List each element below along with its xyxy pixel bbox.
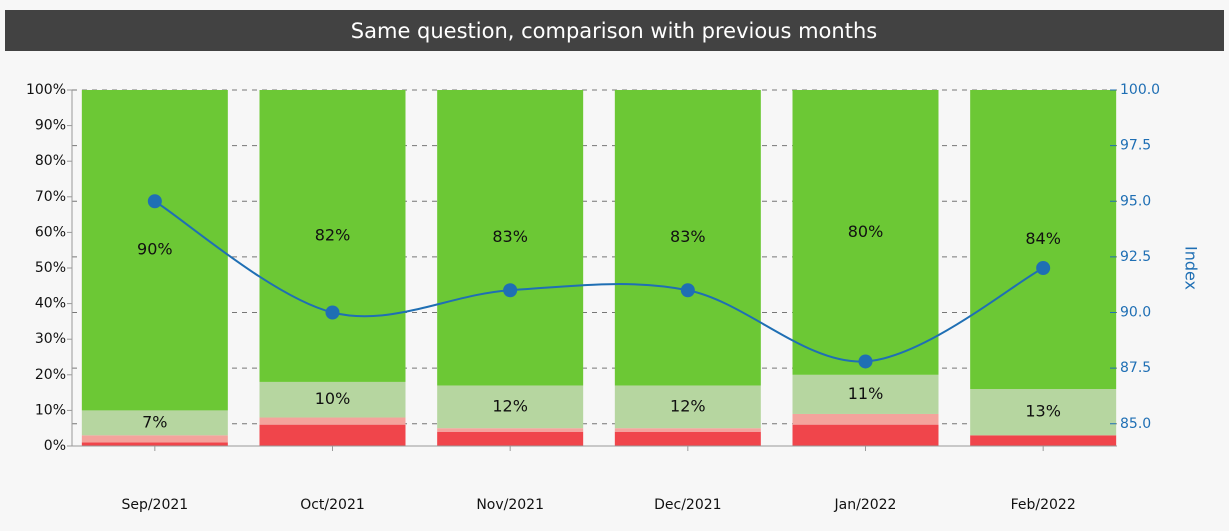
index-line bbox=[154, 200, 1044, 363]
bar-segment bbox=[259, 90, 406, 382]
bar-segment bbox=[81, 410, 228, 436]
y-tick-label: 70% bbox=[35, 189, 66, 205]
bar-segment bbox=[259, 417, 406, 425]
y-tick-label: 60% bbox=[35, 224, 66, 240]
y-tick-label: 20% bbox=[35, 367, 66, 383]
index-marker bbox=[680, 283, 695, 298]
y-tick-label: 30% bbox=[35, 331, 66, 347]
bar-segment bbox=[614, 428, 761, 432]
bar-segment bbox=[970, 435, 1117, 446]
y2-tick-label: 85.0 bbox=[1120, 416, 1151, 432]
y-tick-label: 40% bbox=[35, 296, 66, 312]
x-tick-label: Feb/2022 bbox=[1011, 497, 1076, 513]
y2-tick-label: 87.5 bbox=[1120, 360, 1151, 376]
bar-segment bbox=[792, 374, 939, 414]
x-tick-label: Nov/2021 bbox=[476, 497, 544, 513]
data-label: 90% bbox=[137, 240, 173, 259]
index-marker bbox=[858, 354, 873, 369]
data-label: 80% bbox=[848, 222, 884, 241]
bar-segment bbox=[81, 435, 228, 443]
bar-segment bbox=[259, 424, 406, 446]
y-tick-label: 100% bbox=[26, 82, 66, 98]
bar-segment bbox=[792, 90, 939, 375]
y2-tick-label: 95.0 bbox=[1120, 193, 1151, 209]
x-tick-label: Oct/2021 bbox=[300, 497, 365, 513]
y2-tick-label: 100.0 bbox=[1120, 82, 1160, 98]
data-label: 10% bbox=[315, 389, 351, 408]
bar-segment bbox=[437, 428, 584, 432]
bar-segment bbox=[437, 431, 584, 446]
x-tick-label: Jan/2022 bbox=[834, 497, 897, 513]
data-label: 82% bbox=[315, 225, 351, 244]
title-bar bbox=[5, 10, 1224, 51]
index-marker bbox=[325, 305, 340, 320]
bar-segment bbox=[437, 385, 584, 429]
y-tick-label: 50% bbox=[35, 260, 66, 276]
bar-segment bbox=[259, 381, 406, 418]
bar-segment bbox=[970, 90, 1117, 390]
bar-segment bbox=[792, 424, 939, 446]
data-label: 83% bbox=[492, 227, 528, 246]
y2-axis-label: Index bbox=[1182, 246, 1201, 290]
bar-segment bbox=[614, 431, 761, 446]
chart-title: Same question, comparison with previous … bbox=[351, 19, 877, 43]
index-marker bbox=[147, 194, 162, 209]
bar-segment bbox=[81, 90, 228, 411]
bar-segment bbox=[970, 389, 1117, 436]
index-marker bbox=[503, 283, 518, 298]
bar-segment bbox=[81, 442, 228, 446]
data-label: 12% bbox=[492, 396, 528, 415]
data-label: 84% bbox=[1025, 229, 1061, 248]
y-tick-label: 90% bbox=[35, 118, 66, 134]
x-tick-label: Dec/2021 bbox=[654, 497, 721, 513]
y2-tick-label: 92.5 bbox=[1120, 249, 1151, 265]
bar-segment bbox=[792, 413, 939, 425]
y2-tick-label: 97.5 bbox=[1120, 138, 1151, 154]
data-label: 7% bbox=[142, 412, 167, 431]
y2-tick-label: 90.0 bbox=[1120, 305, 1151, 321]
data-label: 83% bbox=[670, 227, 706, 246]
data-label: 13% bbox=[1025, 402, 1061, 421]
data-label: 12% bbox=[670, 396, 706, 415]
bar-segment bbox=[614, 385, 761, 429]
y-tick-label: 10% bbox=[35, 402, 66, 418]
bar-segment bbox=[437, 90, 584, 386]
index-marker bbox=[1036, 261, 1051, 275]
bar-segment bbox=[614, 90, 761, 386]
y-tick-label: 0% bbox=[44, 438, 66, 454]
x-tick-label: Sep/2021 bbox=[121, 497, 188, 513]
y-tick-label: 80% bbox=[35, 153, 66, 169]
data-label: 11% bbox=[848, 384, 884, 403]
